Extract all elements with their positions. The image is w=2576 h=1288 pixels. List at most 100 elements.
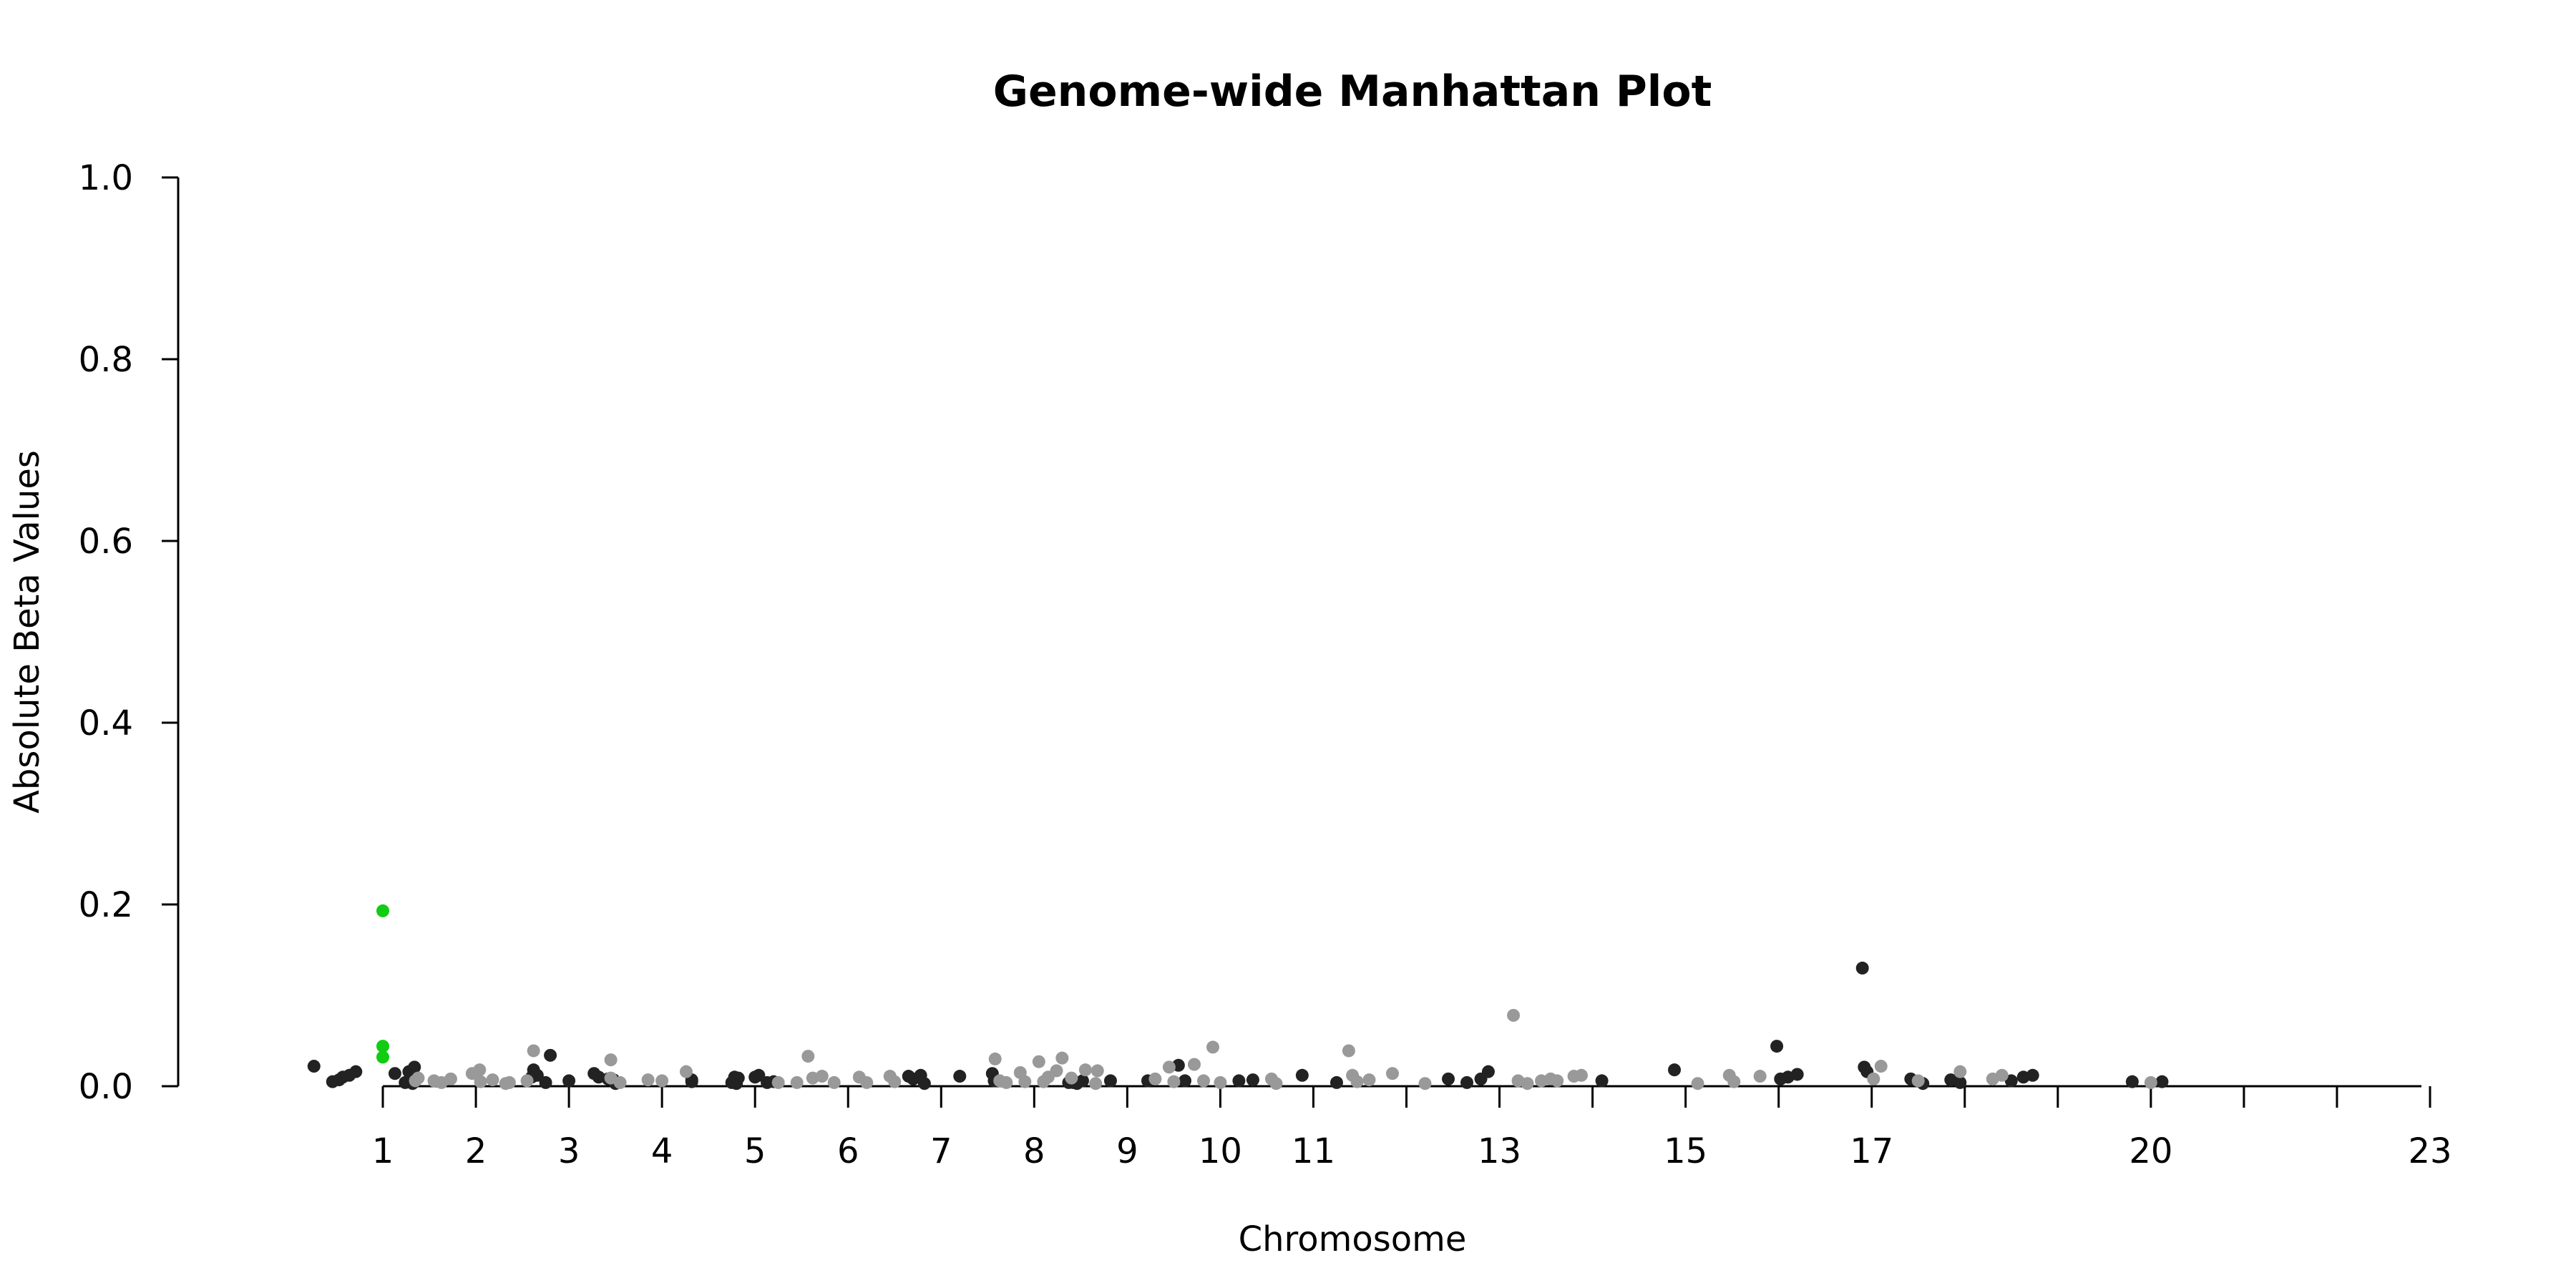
data-point	[1753, 1070, 1767, 1083]
data-point	[539, 1075, 552, 1089]
data-point	[1874, 1060, 1888, 1073]
data-point	[1162, 1060, 1176, 1074]
data-point	[888, 1075, 902, 1088]
data-point	[530, 1068, 544, 1082]
data-point	[1770, 1040, 1784, 1053]
data-point	[1178, 1074, 1191, 1088]
x-tick-label: 9	[1116, 1131, 1138, 1171]
data-point	[679, 1065, 693, 1078]
data-point	[613, 1075, 627, 1089]
data-point	[2026, 1068, 2039, 1082]
data-point	[1790, 1068, 1804, 1081]
x-tick-label: 23	[2408, 1131, 2451, 1171]
y-tick-label: 0.8	[79, 340, 133, 380]
data-point	[771, 1075, 785, 1089]
x-tick-label: 11	[1292, 1131, 1335, 1171]
data-point	[2144, 1075, 2157, 1089]
data-point	[1867, 1072, 1880, 1085]
data-point	[544, 1048, 557, 1062]
data-point	[1214, 1075, 1227, 1089]
data-point	[1595, 1074, 1609, 1088]
x-tick-label: 4	[651, 1131, 673, 1171]
data-point	[801, 1050, 815, 1063]
data-point	[1521, 1077, 1534, 1091]
data-point	[1032, 1055, 1045, 1068]
data-point	[1055, 1051, 1069, 1065]
data-point	[730, 1077, 743, 1091]
x-axis-ticks: 1 2 3 4 5 6 7 8 9 10 11 13 15 17 20 23	[372, 1086, 2452, 1171]
data-point	[1075, 1074, 1089, 1088]
data-point	[1269, 1077, 1283, 1091]
data-point	[388, 1067, 401, 1080]
y-axis-label: Absolute Beta Values	[7, 450, 47, 814]
data-point	[1187, 1058, 1201, 1071]
data-point	[815, 1070, 829, 1083]
data-point	[641, 1073, 655, 1087]
x-tick-label: 10	[1199, 1131, 1242, 1171]
data-point	[1089, 1077, 1103, 1091]
data-point	[1362, 1073, 1376, 1087]
data-point	[1295, 1068, 1309, 1082]
x-tick-label: 17	[1850, 1131, 1893, 1171]
data-point	[444, 1072, 457, 1085]
data-point	[1246, 1073, 1259, 1087]
data-point	[1197, 1074, 1211, 1088]
y-tick-label: 0.0	[79, 1067, 133, 1107]
data-point	[604, 1053, 618, 1067]
data-point	[473, 1063, 487, 1077]
data-point	[1481, 1065, 1495, 1078]
data-point	[376, 1050, 389, 1064]
y-tick-label: 0.6	[79, 522, 133, 562]
data-point	[1167, 1075, 1181, 1088]
x-tick-label: 20	[2129, 1131, 2172, 1171]
chart-title: Genome-wide Manhattan Plot	[993, 67, 1712, 117]
data-point	[1418, 1077, 1432, 1091]
x-tick-label: 15	[1664, 1131, 1707, 1171]
data-point	[474, 1075, 487, 1088]
data-point	[1342, 1044, 1355, 1058]
data-point	[790, 1075, 804, 1089]
x-tick-label: 5	[744, 1131, 766, 1171]
data-point	[1507, 1008, 1521, 1022]
data-point	[1000, 1075, 1013, 1089]
data-point	[1855, 961, 1869, 975]
y-tick-label: 0.4	[79, 703, 133, 743]
x-tick-label: 7	[930, 1131, 952, 1171]
data-point	[411, 1071, 425, 1085]
data-point	[1078, 1063, 1092, 1077]
y-axis-ticks: 0.0 0.2 0.4 0.6 0.8 1.0	[79, 158, 178, 1107]
data-point	[1091, 1064, 1104, 1078]
x-axis-label: Chromosome	[1239, 1219, 1467, 1259]
data-point	[1232, 1074, 1246, 1088]
data-point	[1148, 1072, 1162, 1085]
data-point	[376, 1040, 389, 1053]
x-tick-label: 1	[372, 1131, 394, 1171]
data-point	[1551, 1074, 1564, 1088]
data-point	[1691, 1077, 1704, 1091]
data-point	[1574, 1068, 1588, 1082]
data-point	[917, 1077, 931, 1091]
data-point	[1065, 1071, 1078, 1085]
data-point	[486, 1073, 499, 1087]
data-point	[685, 1075, 698, 1088]
data-point	[2155, 1075, 2169, 1088]
data-point	[1953, 1075, 1967, 1089]
data-point	[860, 1075, 874, 1089]
data-point	[376, 904, 389, 917]
data-point	[1953, 1065, 1967, 1078]
data-point	[1330, 1075, 1343, 1089]
data-point	[1460, 1075, 1474, 1089]
data-point	[349, 1065, 363, 1078]
data-point	[562, 1074, 576, 1088]
data-point	[827, 1075, 841, 1089]
data-point	[2125, 1075, 2139, 1088]
data-point	[1911, 1074, 1925, 1088]
data-points	[307, 904, 2169, 1091]
data-point	[408, 1060, 421, 1074]
data-point	[520, 1074, 534, 1088]
data-point	[502, 1075, 516, 1089]
x-tick-label: 2	[465, 1131, 487, 1171]
data-point	[752, 1068, 766, 1082]
x-tick-label: 13	[1478, 1131, 1521, 1171]
data-point	[307, 1060, 321, 1073]
